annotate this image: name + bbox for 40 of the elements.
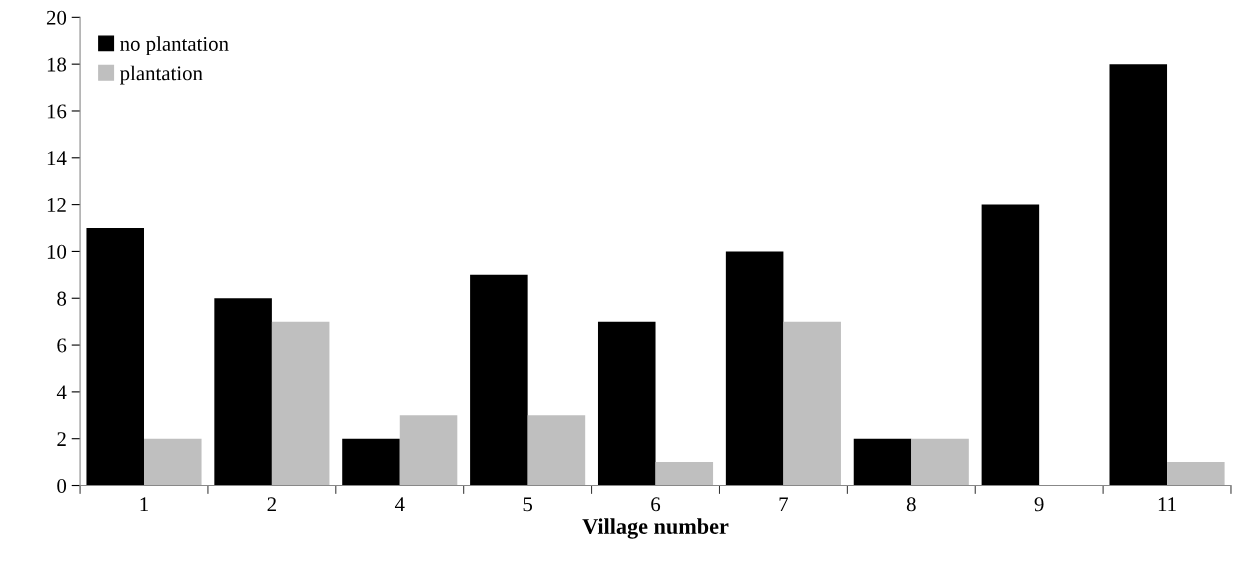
bar bbox=[271, 321, 330, 486]
y-tick-label: 10 bbox=[47, 244, 67, 259]
y-tick-label: 14 bbox=[47, 151, 67, 166]
legend-label: plantation bbox=[119, 65, 203, 85]
y-tick-label: 16 bbox=[47, 104, 67, 119]
bar bbox=[1167, 462, 1225, 486]
y-tick-label: 0 bbox=[57, 478, 67, 493]
x-tick-label: 1 bbox=[140, 497, 148, 512]
x-axis-title: Village number bbox=[582, 518, 729, 539]
y-tick-label: 6 bbox=[57, 338, 67, 353]
x-tick-label: 7 bbox=[779, 497, 789, 512]
bar bbox=[214, 298, 272, 486]
bar bbox=[1109, 64, 1168, 486]
x-tick-label: 5 bbox=[523, 497, 533, 512]
bar bbox=[981, 204, 1040, 486]
bar bbox=[597, 321, 656, 486]
bar bbox=[725, 251, 784, 486]
y-tick-label: 18 bbox=[47, 57, 67, 72]
bar bbox=[853, 438, 912, 486]
bar bbox=[144, 438, 202, 486]
bar bbox=[342, 438, 400, 486]
x-tick-label: 6 bbox=[651, 497, 661, 512]
x-tick-label: 8 bbox=[906, 497, 916, 512]
x-tick-label: 2 bbox=[267, 497, 276, 512]
bar bbox=[527, 415, 586, 486]
y-tick-label: 12 bbox=[47, 198, 66, 212]
x-tick-label: 9 bbox=[1034, 497, 1044, 512]
y-tick-label: 2 bbox=[57, 432, 66, 446]
x-tick-label: 4 bbox=[394, 497, 405, 512]
bar bbox=[655, 462, 714, 486]
bar bbox=[911, 438, 969, 486]
y-tick-label: 8 bbox=[57, 291, 67, 306]
bar bbox=[470, 274, 528, 486]
bar bbox=[783, 321, 841, 486]
bar bbox=[86, 228, 144, 486]
bar bbox=[399, 415, 458, 486]
y-tick-label: 20 bbox=[46, 10, 67, 25]
y-tick-label: 4 bbox=[56, 385, 67, 400]
x-tick-label: 11 bbox=[1158, 497, 1176, 512]
legend-label: no plantation bbox=[120, 36, 229, 56]
